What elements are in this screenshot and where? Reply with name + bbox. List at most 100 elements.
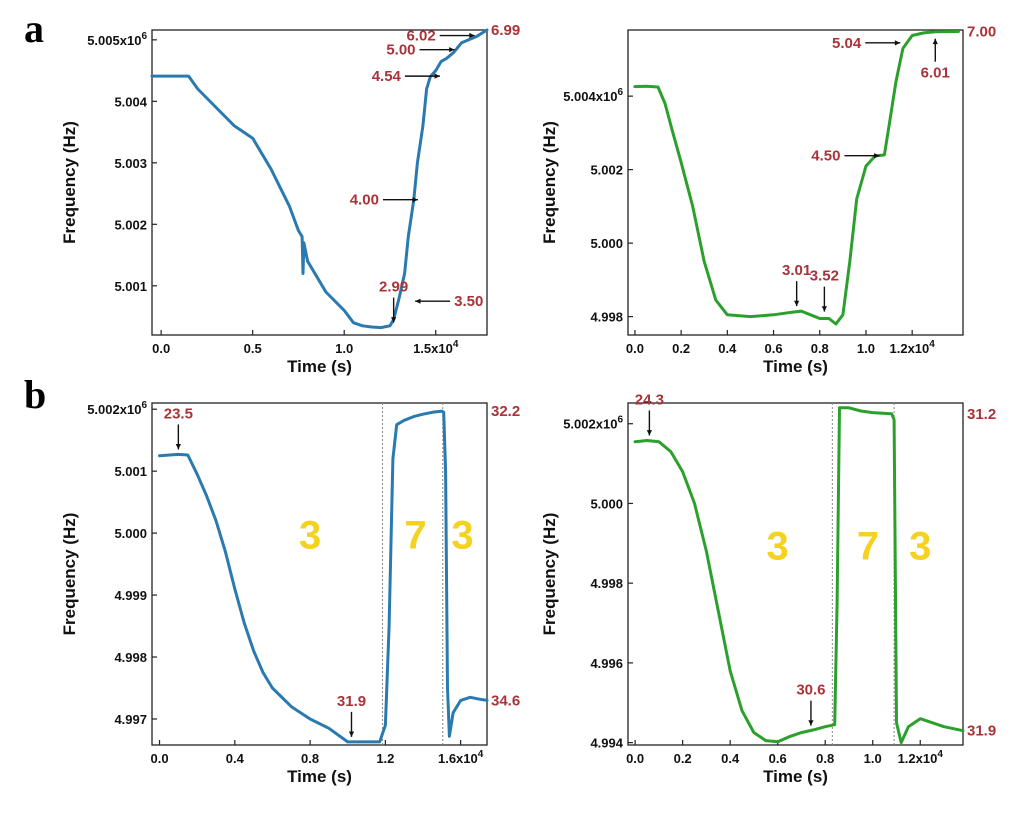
annotation-arrow-head bbox=[391, 317, 397, 323]
annotation-label: 4.54 bbox=[372, 68, 402, 85]
y-tick-label: 5.003 bbox=[114, 156, 147, 171]
x-tick-label: 1.0 bbox=[335, 341, 353, 356]
x-tick-label: 0.2 bbox=[672, 341, 690, 356]
chart-a-right: 0.0 0.2 0.4 0.6 0.8 1.0 1.2x104 4.998 5.000 5.002… bbox=[540, 23, 996, 376]
ph-region-label: 3 bbox=[909, 524, 931, 568]
y-tick-label: 4.996 bbox=[590, 656, 623, 671]
panel-letter-b: b bbox=[24, 372, 46, 417]
panel-letter-a: a bbox=[24, 6, 44, 51]
annotation-arrow-head bbox=[874, 153, 880, 159]
plot-frame bbox=[151, 29, 488, 336]
x-tick-label: 0.8 bbox=[301, 751, 319, 766]
y-tick-label: 5.001 bbox=[114, 279, 147, 294]
x-tick-label: 1.5x104 bbox=[413, 339, 459, 356]
y-tick-label: 5.001 bbox=[114, 464, 147, 479]
plot-frame bbox=[151, 402, 488, 746]
chart-b-right: 0.0 0.2 0.4 0.6 0.8 1.0 1.2x104 4.994 4.996 4.998… bbox=[540, 391, 996, 786]
annotation-label: 31.9 bbox=[337, 693, 366, 710]
annotation-arrow-head bbox=[175, 444, 181, 450]
annotation-label: 6.01 bbox=[921, 65, 950, 82]
annotation-arrow-head bbox=[469, 32, 475, 39]
y-tick-label: 5.000 bbox=[590, 236, 623, 251]
ph-region-label: 7 bbox=[404, 514, 426, 558]
data-series-line bbox=[150, 28, 489, 330]
annotation-label: 34.6 bbox=[491, 692, 520, 709]
charts-container: 0.0 0.5 1.0 1.5x1045.0015.0025.0035.0045.00… bbox=[60, 22, 996, 786]
data-series-line bbox=[158, 409, 489, 744]
y-axis-title: Frequency (Hz) bbox=[60, 513, 79, 636]
chart-b-left: 0.0 0.4 0.8 1.2 1.6x104 4.997 4.998 4.999 5.000 5… bbox=[60, 400, 520, 786]
y-tick-label: 5.000 bbox=[114, 526, 147, 541]
y-tick-label: 4.998 bbox=[590, 310, 623, 325]
x-axis-title: Time (s) bbox=[763, 767, 828, 786]
annotation-label: 32.2 bbox=[491, 403, 520, 420]
annotation-label: 6.02 bbox=[406, 28, 435, 45]
annotation-label: 5.00 bbox=[386, 42, 415, 59]
annotation-arrow-head bbox=[434, 73, 440, 79]
annotation-arrow-head bbox=[932, 38, 938, 45]
y-tick-label: 5.004 bbox=[114, 94, 147, 109]
annotation-label: 30.6 bbox=[796, 682, 825, 699]
x-axis-title: Time (s) bbox=[287, 767, 352, 786]
x-tick-label: 0.4 bbox=[718, 341, 737, 356]
y-tick-label: 5.002 bbox=[590, 163, 623, 178]
annotation-arrow-head bbox=[646, 430, 652, 436]
annotation-arrow-head bbox=[894, 40, 901, 46]
y-tick-label: 5.005x106 bbox=[87, 31, 147, 48]
x-tick-label: 0.2 bbox=[674, 751, 692, 766]
x-tick-label: 0.0 bbox=[626, 751, 644, 766]
y-tick-label: 4.998 bbox=[590, 576, 623, 591]
annotation-label: 3.01 bbox=[782, 262, 811, 279]
y-tick-label: 5.004x106 bbox=[563, 87, 623, 104]
x-tick-label: 0.6 bbox=[769, 751, 787, 766]
x-tick-label: 0.8 bbox=[816, 751, 834, 766]
x-tick-label: 0.6 bbox=[765, 341, 783, 356]
annotation-label: 24.3 bbox=[635, 391, 664, 408]
annotation-arrow-head bbox=[348, 731, 355, 737]
x-tick-label: 0.5 bbox=[244, 341, 262, 356]
y-axis-title: Frequency (Hz) bbox=[60, 121, 79, 244]
x-tick-label: 1.2x104 bbox=[890, 339, 936, 356]
plot-frame bbox=[627, 29, 964, 336]
x-axis-title: Time (s) bbox=[287, 357, 352, 376]
x-tick-label: 0.0 bbox=[626, 341, 644, 356]
annotation-arrow-head bbox=[808, 720, 814, 726]
annotation-label: 5.04 bbox=[832, 35, 862, 52]
data-series-line bbox=[633, 406, 965, 745]
y-tick-label: 4.997 bbox=[114, 712, 147, 727]
ph-region-label: 3 bbox=[767, 524, 789, 568]
annotation-label: 3.52 bbox=[810, 268, 839, 285]
plot-frame bbox=[627, 402, 964, 746]
y-tick-label: 4.998 bbox=[114, 650, 147, 665]
x-tick-label: 1.0 bbox=[857, 341, 875, 356]
ph-region-label: 3 bbox=[451, 514, 473, 558]
y-tick-label: 5.000 bbox=[590, 496, 623, 511]
y-axis-title: Frequency (Hz) bbox=[540, 121, 559, 244]
annotation-arrow-head bbox=[449, 47, 455, 53]
y-tick-label: 5.002 bbox=[114, 217, 147, 232]
annotation-arrow-head bbox=[821, 306, 827, 312]
annotation-label: 4.00 bbox=[350, 192, 379, 209]
x-tick-label: 1.0 bbox=[864, 751, 882, 766]
x-axis-title: Time (s) bbox=[763, 357, 828, 376]
annotation-label: 4.50 bbox=[811, 148, 840, 165]
y-tick-label: 5.002x106 bbox=[563, 415, 623, 432]
y-tick-label: 5.002x106 bbox=[87, 400, 147, 417]
annotation-label: 3.50 bbox=[454, 293, 483, 310]
y-tick-label: 4.999 bbox=[114, 588, 147, 603]
annotation-label: 31.2 bbox=[967, 406, 996, 423]
annotation-label: 2.99 bbox=[379, 279, 408, 296]
ph-region-label: 7 bbox=[857, 524, 879, 568]
x-tick-label: 0.8 bbox=[811, 341, 829, 356]
annotation-arrow-head bbox=[412, 197, 418, 203]
annotation-arrow-head bbox=[415, 298, 421, 304]
x-tick-label: 1.2x104 bbox=[898, 749, 944, 766]
annotation-label: 7.00 bbox=[967, 23, 996, 40]
x-tick-label: 0.4 bbox=[226, 751, 245, 766]
y-tick-label: 4.994 bbox=[590, 736, 623, 751]
x-tick-label: 0.0 bbox=[152, 341, 170, 356]
x-tick-label: 0.4 bbox=[721, 751, 740, 766]
data-series-line bbox=[633, 30, 960, 326]
ph-region-label: 3 bbox=[299, 514, 321, 558]
